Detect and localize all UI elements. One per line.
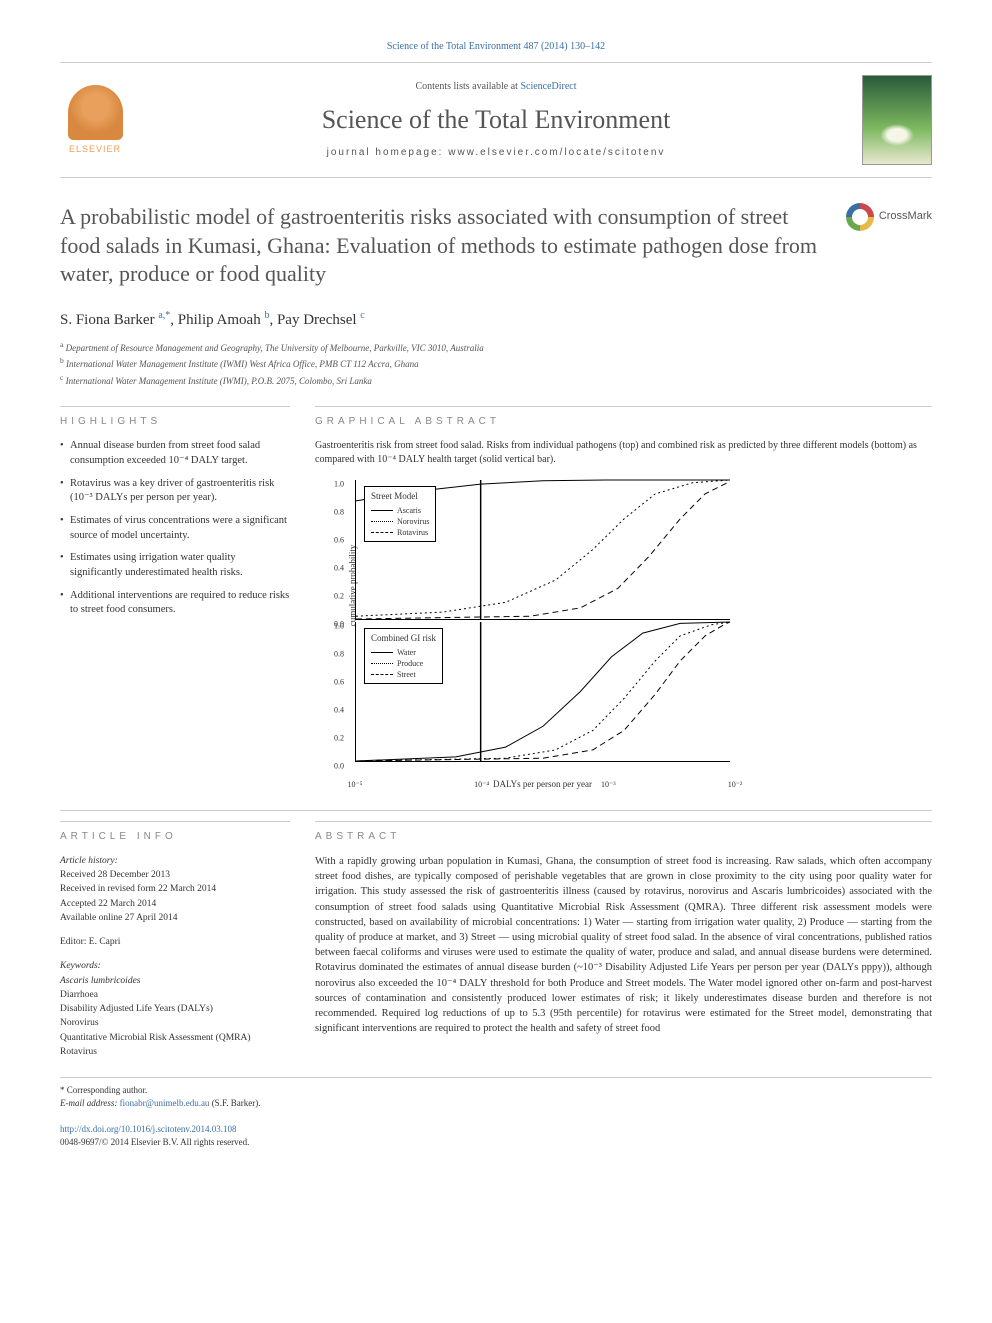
journal-header: ELSEVIER Contents lists available at Sci…	[60, 62, 932, 178]
legend-entry: Rotavirus	[371, 527, 429, 538]
authors: S. Fiona Barker a,*, Philip Amoah b, Pay…	[60, 309, 932, 331]
keywords-label: Keywords:	[60, 959, 290, 973]
keywords-block: Keywords: Ascaris lumbricoidesDiarrhoeaD…	[60, 959, 290, 1059]
email-label: E-mail address:	[60, 1098, 120, 1108]
email-line: E-mail address: fionabr@unimelb.edu.au (…	[60, 1097, 932, 1110]
keyword: Ascaris lumbricoides	[60, 974, 290, 988]
ytick: 0.2	[334, 733, 344, 744]
chart-x-label: DALYs per person per year	[355, 778, 730, 791]
xtick: 10⁻⁵	[347, 779, 362, 790]
crossmark-icon	[846, 203, 874, 231]
legend-bottom-title: Combined GI risk	[371, 632, 436, 645]
chart-panel-top: Street Model AscarisNorovirusRotavirus 0…	[355, 480, 730, 620]
graphical-abstract-chart: cumulative probability Street Model Asca…	[315, 475, 735, 796]
editor-name: E. Capri	[89, 937, 121, 947]
keyword: Quantitative Microbial Risk Assessment (…	[60, 1031, 290, 1045]
ytick: 0.4	[334, 705, 344, 716]
ytick: 1.0	[334, 621, 344, 632]
top-citation: Science of the Total Environment 487 (20…	[60, 40, 932, 54]
ytick: 0.8	[334, 649, 344, 660]
highlight-item: Estimates using irrigation water quality…	[60, 551, 290, 580]
xtick: 10⁻³	[601, 779, 616, 790]
article-info-heading: ARTICLE INFO	[60, 821, 290, 844]
issn-line: 0048-9697/© 2014 Elsevier B.V. All right…	[60, 1136, 932, 1149]
highlight-item: Estimates of virus concentrations were a…	[60, 514, 290, 543]
legend-entry: Water	[371, 647, 436, 658]
highlight-item: Additional interventions are required to…	[60, 589, 290, 618]
legend-entry: Produce	[371, 658, 436, 669]
ytick: 0.2	[334, 591, 344, 602]
sciencedirect-link[interactable]: ScienceDirect	[520, 81, 576, 92]
history-line: Received in revised form 22 March 2014	[60, 882, 290, 896]
graphical-caption: Gastroenteritis risk from street food sa…	[315, 439, 932, 467]
corresponding-author: * Corresponding author.	[60, 1084, 932, 1097]
publisher-name: ELSEVIER	[69, 143, 121, 156]
legend-bottom: Combined GI risk WaterProduceStreet	[364, 628, 443, 684]
homepage-label: journal homepage:	[327, 147, 449, 158]
doi-link[interactable]: http://dx.doi.org/10.1016/j.scitotenv.20…	[60, 1124, 237, 1134]
highlight-item: Annual disease burden from street food s…	[60, 439, 290, 468]
ytick: 0.0	[334, 761, 344, 772]
highlights-list: Annual disease burden from street food s…	[60, 439, 290, 618]
xtick: 10⁻⁴	[474, 779, 489, 790]
journal-homepage: journal homepage: www.elsevier.com/locat…	[130, 146, 862, 160]
author-email-link[interactable]: fionabr@unimelb.edu.au	[120, 1098, 210, 1108]
highlight-item: Rotavirus was a key driver of gastroente…	[60, 477, 290, 506]
elsevier-tree-icon	[68, 85, 123, 140]
contents-available: Contents lists available at ScienceDirec…	[130, 80, 862, 94]
email-attrib: (S.F. Barker).	[209, 1098, 260, 1108]
footer: * Corresponding author. E-mail address: …	[60, 1077, 932, 1148]
keyword: Diarrhoea	[60, 988, 290, 1002]
crossmark-badge[interactable]: CrossMark	[846, 203, 932, 231]
history-line: Available online 27 April 2014	[60, 911, 290, 925]
legend-entry: Ascaris	[371, 505, 429, 516]
journal-name: Science of the Total Environment	[130, 102, 862, 138]
legend-top-title: Street Model	[371, 490, 429, 503]
journal-cover-thumbnail	[862, 75, 932, 165]
ytick: 0.4	[334, 563, 344, 574]
affiliations: a Department of Resource Management and …	[60, 339, 932, 389]
graphical-abstract-heading: GRAPHICAL ABSTRACT	[315, 406, 932, 429]
ytick: 0.8	[334, 507, 344, 518]
keyword: Disability Adjusted Life Years (DALYs)	[60, 1002, 290, 1016]
publisher-logo: ELSEVIER	[60, 80, 130, 160]
ytick: 0.6	[334, 677, 344, 688]
doi-block: http://dx.doi.org/10.1016/j.scitotenv.20…	[60, 1123, 932, 1148]
legend-entry: Street	[371, 669, 436, 680]
history-line: Accepted 22 March 2014	[60, 897, 290, 911]
crossmark-label: CrossMark	[879, 209, 932, 224]
abstract-text: With a rapidly growing urban population …	[315, 854, 932, 1037]
contents-text: Contents lists available at	[415, 81, 520, 92]
legend-top: Street Model AscarisNorovirusRotavirus	[364, 486, 436, 542]
ytick: 1.0	[334, 479, 344, 490]
keyword: Rotavirus	[60, 1045, 290, 1059]
history-label: Article history:	[60, 854, 290, 868]
history-line: Received 28 December 2013	[60, 868, 290, 882]
legend-entry: Norovirus	[371, 516, 429, 527]
xtick: 10⁻²	[728, 779, 743, 790]
article-history: Article history: Received 28 December 20…	[60, 854, 290, 925]
ytick: 0.6	[334, 535, 344, 546]
homepage-url[interactable]: www.elsevier.com/locate/scitotenv	[448, 147, 665, 158]
editor-line: Editor: E. Capri	[60, 935, 290, 949]
chart-panel-bottom: Combined GI risk WaterProduceStreet 0.00…	[355, 622, 730, 762]
highlights-heading: HIGHLIGHTS	[60, 406, 290, 429]
editor-label: Editor:	[60, 937, 89, 947]
keyword: Norovirus	[60, 1016, 290, 1030]
article-title: A probabilistic model of gastroenteritis…	[60, 203, 820, 289]
abstract-heading: ABSTRACT	[315, 821, 932, 844]
